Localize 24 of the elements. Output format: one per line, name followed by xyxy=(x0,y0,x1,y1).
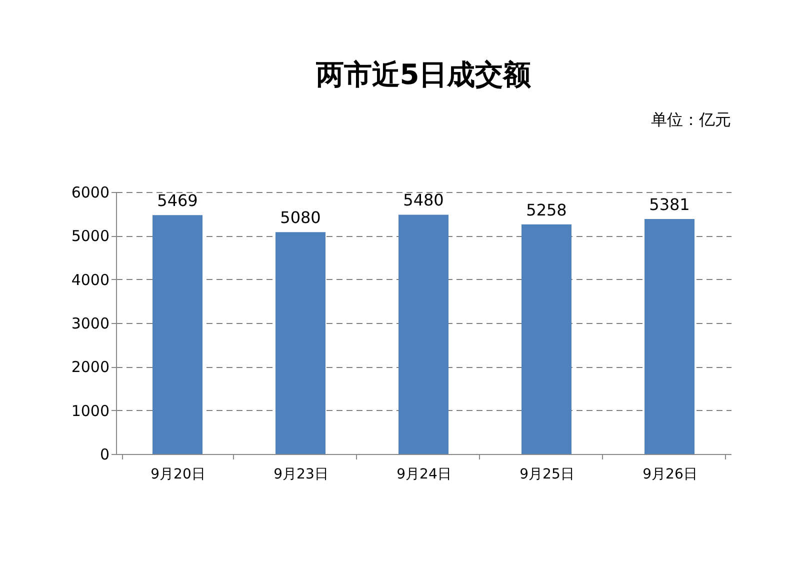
x-tick-label: 9月26日 xyxy=(642,466,698,482)
y-tick-label: 3000 xyxy=(71,314,110,332)
chart-title: 两市近5日成交额 xyxy=(314,58,532,91)
bar xyxy=(276,232,326,454)
x-tick-label: 9月25日 xyxy=(520,466,574,482)
y-tick-label: 0 xyxy=(100,446,110,464)
data-label: 5080 xyxy=(280,208,321,228)
y-tick-label: 4000 xyxy=(71,270,110,289)
y-tick-label: 5000 xyxy=(71,227,110,246)
y-tick-label: 2000 xyxy=(71,358,110,376)
bar xyxy=(398,214,448,454)
bar xyxy=(152,215,202,454)
data-label: 5469 xyxy=(157,191,198,210)
data-label: 5381 xyxy=(649,195,690,214)
data-label: 5480 xyxy=(403,190,444,210)
text: 单位：亿元 xyxy=(651,110,731,129)
bar xyxy=(522,224,572,454)
y-tick-label: 6000 xyxy=(71,184,110,202)
y-tick-label: 1000 xyxy=(71,402,110,420)
x-tick-label: 9月24日 xyxy=(396,466,452,482)
x-tick-label: 9月23日 xyxy=(274,466,328,482)
data-label: 5258 xyxy=(526,200,567,220)
bar xyxy=(644,219,694,454)
x-tick-label: 9月20日 xyxy=(150,466,206,482)
